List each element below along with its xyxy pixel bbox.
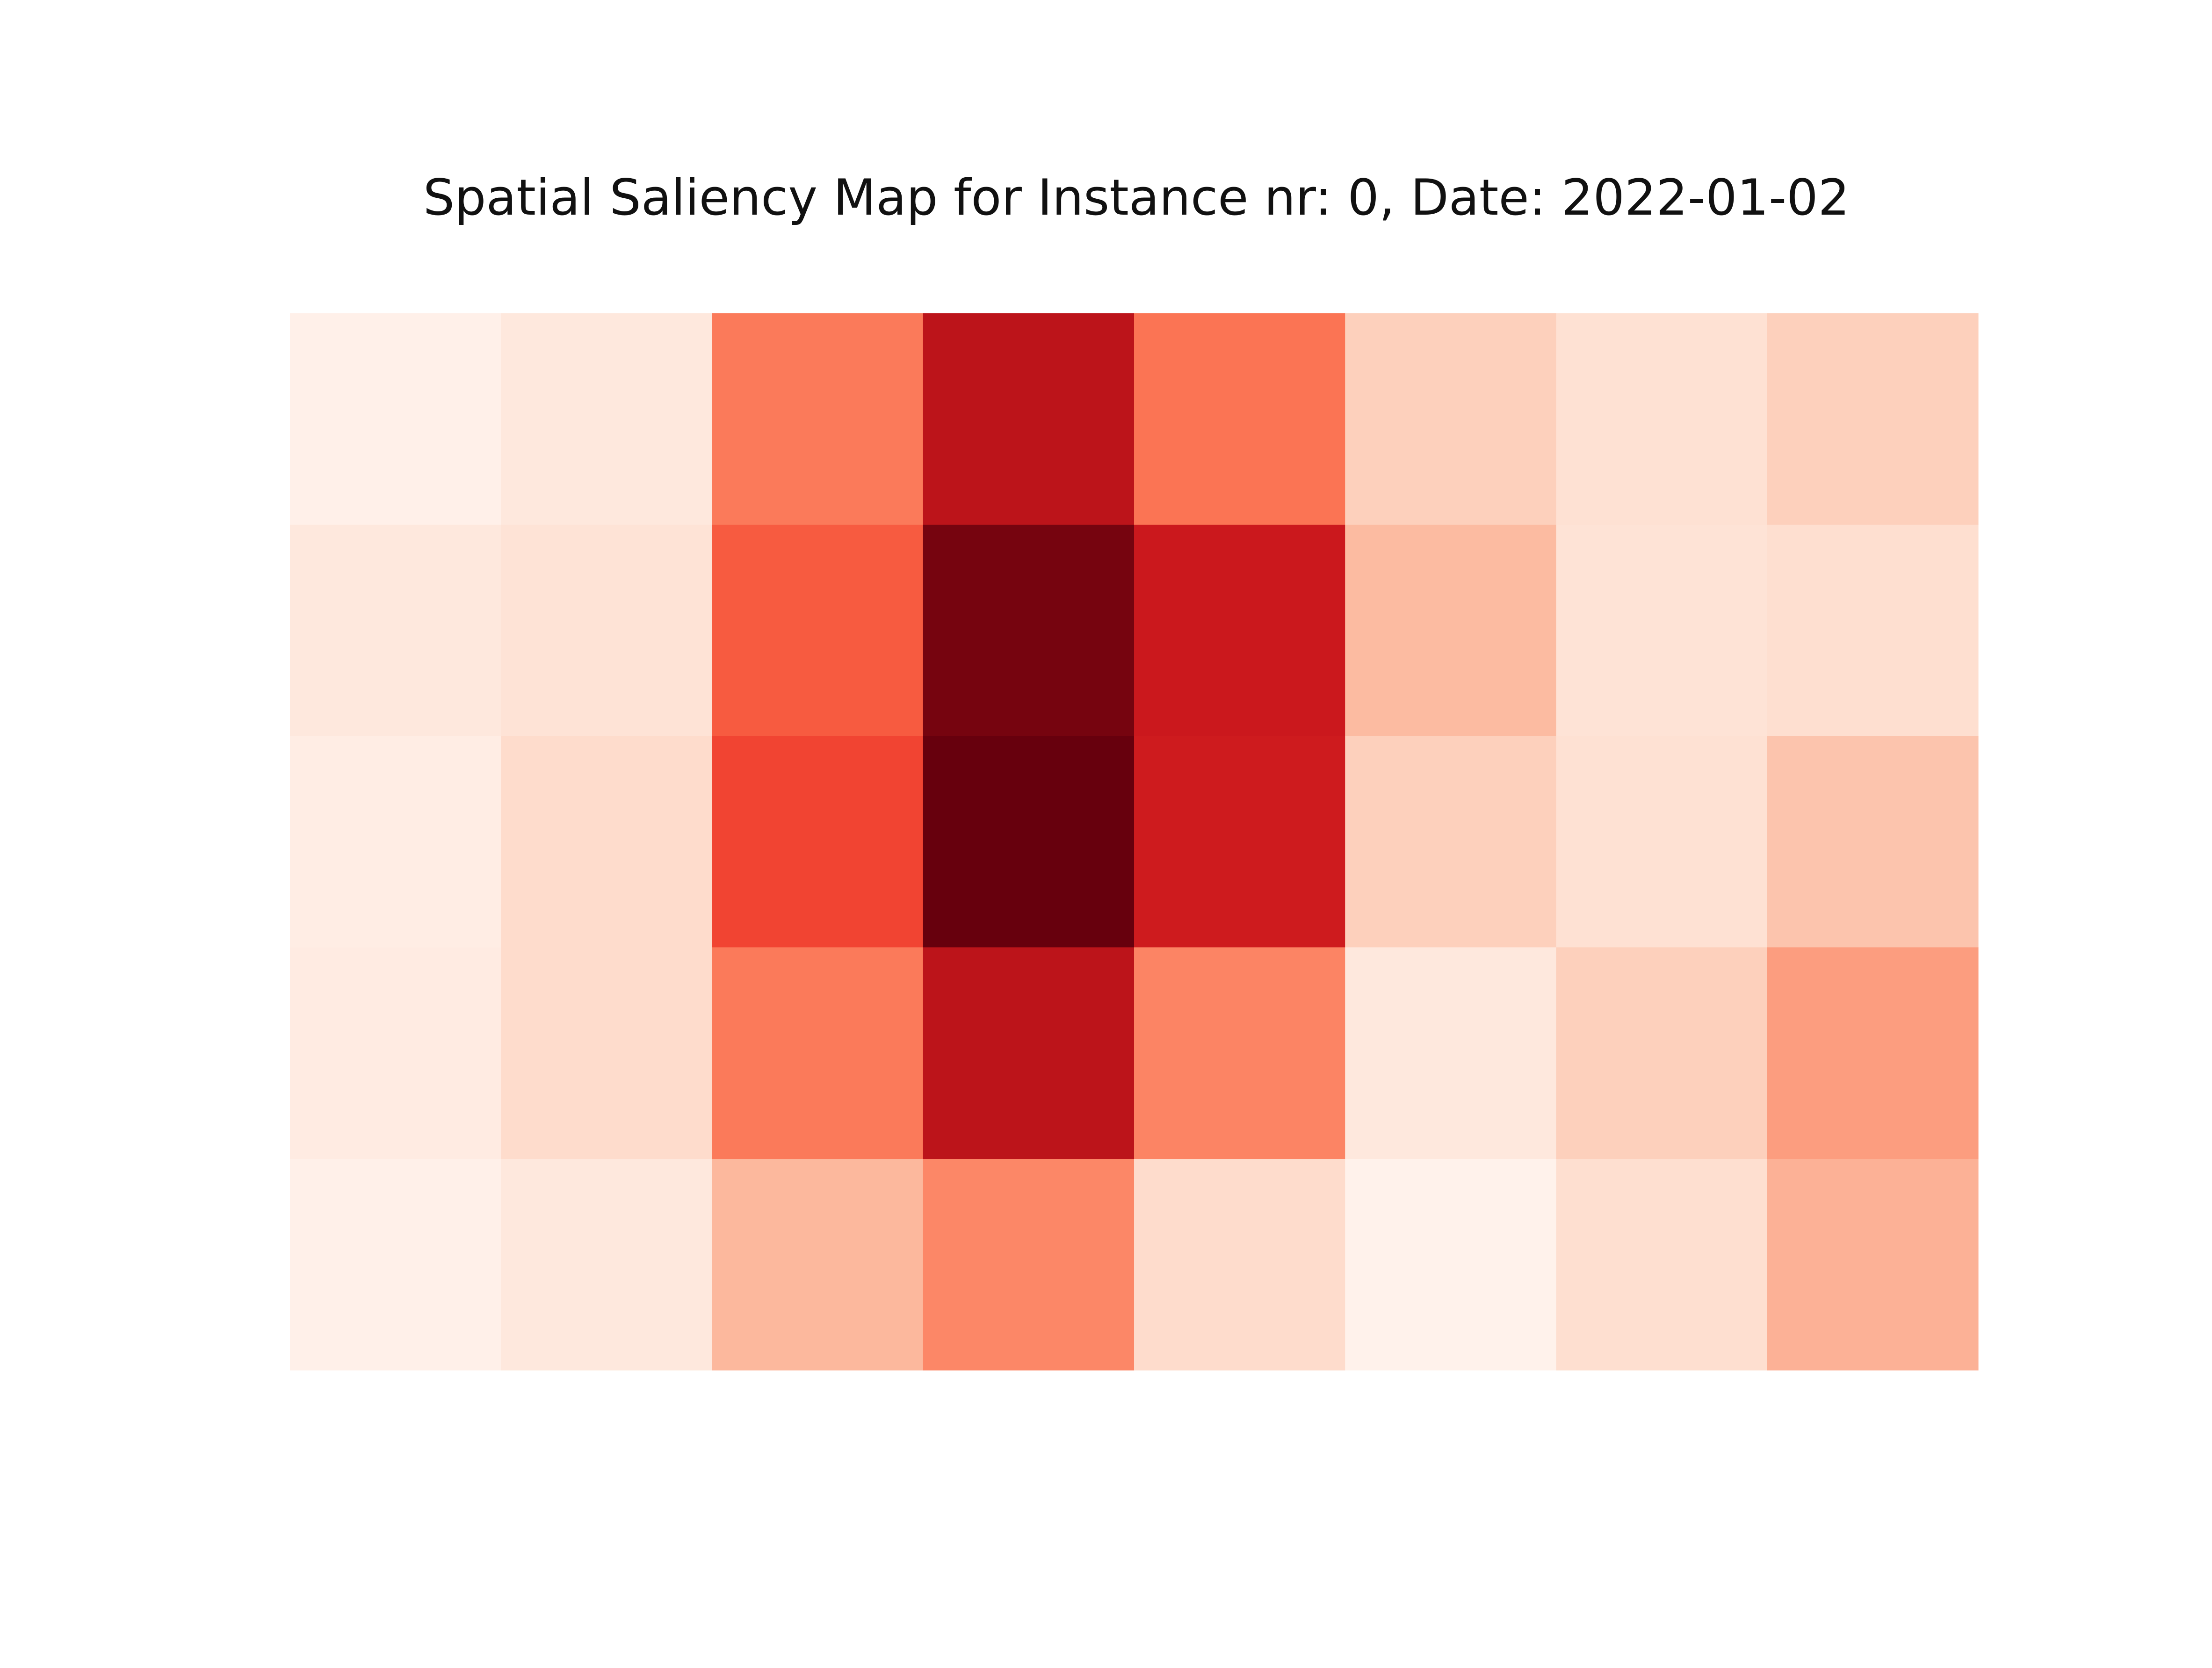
heatmap-cell-r1-c4: [1134, 525, 1345, 737]
heatmap-cell-r4-c4: [1134, 1159, 1345, 1371]
heatmap-cell-r4-c7: [1767, 1159, 1979, 1371]
heatmap-cell-r2-c0: [290, 736, 501, 948]
heatmap-cell-r3-c5: [1345, 947, 1557, 1159]
heatmap-cell-r0-c5: [1345, 313, 1557, 525]
heatmap-cell-r4-c2: [712, 1159, 924, 1371]
heatmap-cell-r0-c1: [501, 313, 713, 525]
heatmap-cell-r4-c0: [290, 1159, 501, 1371]
heatmap-cell-r1-c3: [923, 525, 1135, 737]
heatmap-cell-r2-c1: [501, 736, 713, 948]
heatmap-cell-r2-c6: [1556, 736, 1768, 948]
heatmap-cell-r4-c5: [1345, 1159, 1557, 1371]
heatmap-cell-r2-c7: [1767, 736, 1979, 948]
heatmap-cell-r3-c4: [1134, 947, 1345, 1159]
heatmap-cell-r2-c2: [712, 736, 924, 948]
heatmap-cell-r2-c5: [1345, 736, 1557, 948]
heatmap-cell-r2-c3: [923, 736, 1135, 948]
heatmap-cell-r0-c4: [1134, 313, 1345, 525]
heatmap-cell-r1-c2: [712, 525, 924, 737]
chart-title: Spatial Saliency Map for Instance nr: 0,…: [423, 169, 1850, 226]
heatmap-cell-r3-c1: [501, 947, 713, 1159]
heatmap-cell-r1-c7: [1767, 525, 1979, 737]
heatmap-cell-r3-c0: [290, 947, 501, 1159]
heatmap-cell-r0-c6: [1556, 313, 1768, 525]
heatmap-cell-r3-c7: [1767, 947, 1979, 1159]
heatmap-cell-r4-c1: [501, 1159, 713, 1371]
heatmap-cell-r1-c1: [501, 525, 713, 737]
heatmap-cell-r0-c2: [712, 313, 924, 525]
heatmap-cell-r0-c3: [923, 313, 1135, 525]
heatmap-cell-r4-c6: [1556, 1159, 1768, 1371]
heatmap-cell-r4-c3: [923, 1159, 1135, 1371]
heatmap-cells: [290, 313, 1979, 1371]
heatmap-cell-r0-c7: [1767, 313, 1979, 525]
heatmap-cell-r3-c2: [712, 947, 924, 1159]
heatmap-cell-r0-c0: [290, 313, 501, 525]
heatmap-cell-r2-c4: [1134, 736, 1345, 948]
heatmap-cell-r1-c0: [290, 525, 501, 737]
heatmap-cell-r3-c6: [1556, 947, 1768, 1159]
heatmap-cell-r3-c3: [923, 947, 1135, 1159]
heatmap-cell-r1-c5: [1345, 525, 1557, 737]
heatmap-cell-r1-c6: [1556, 525, 1768, 737]
